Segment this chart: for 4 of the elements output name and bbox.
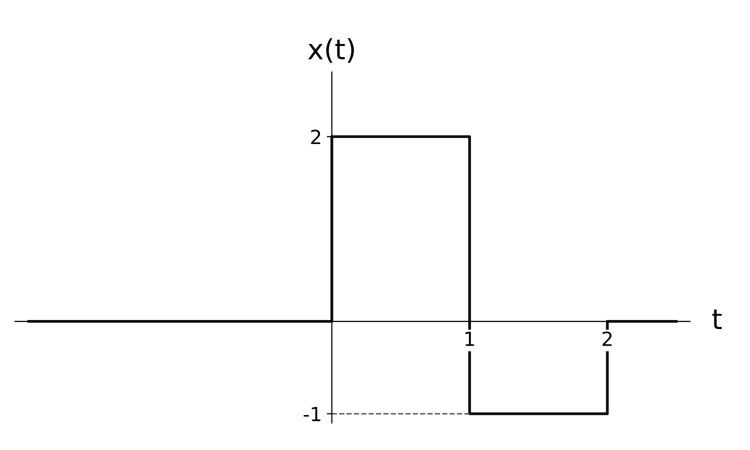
x-tick-label: 1 xyxy=(466,332,474,346)
y-axis-title: x(t) xyxy=(308,38,354,63)
y-tick-label: -1 xyxy=(304,406,320,422)
x-axis-title: t xyxy=(712,310,722,330)
